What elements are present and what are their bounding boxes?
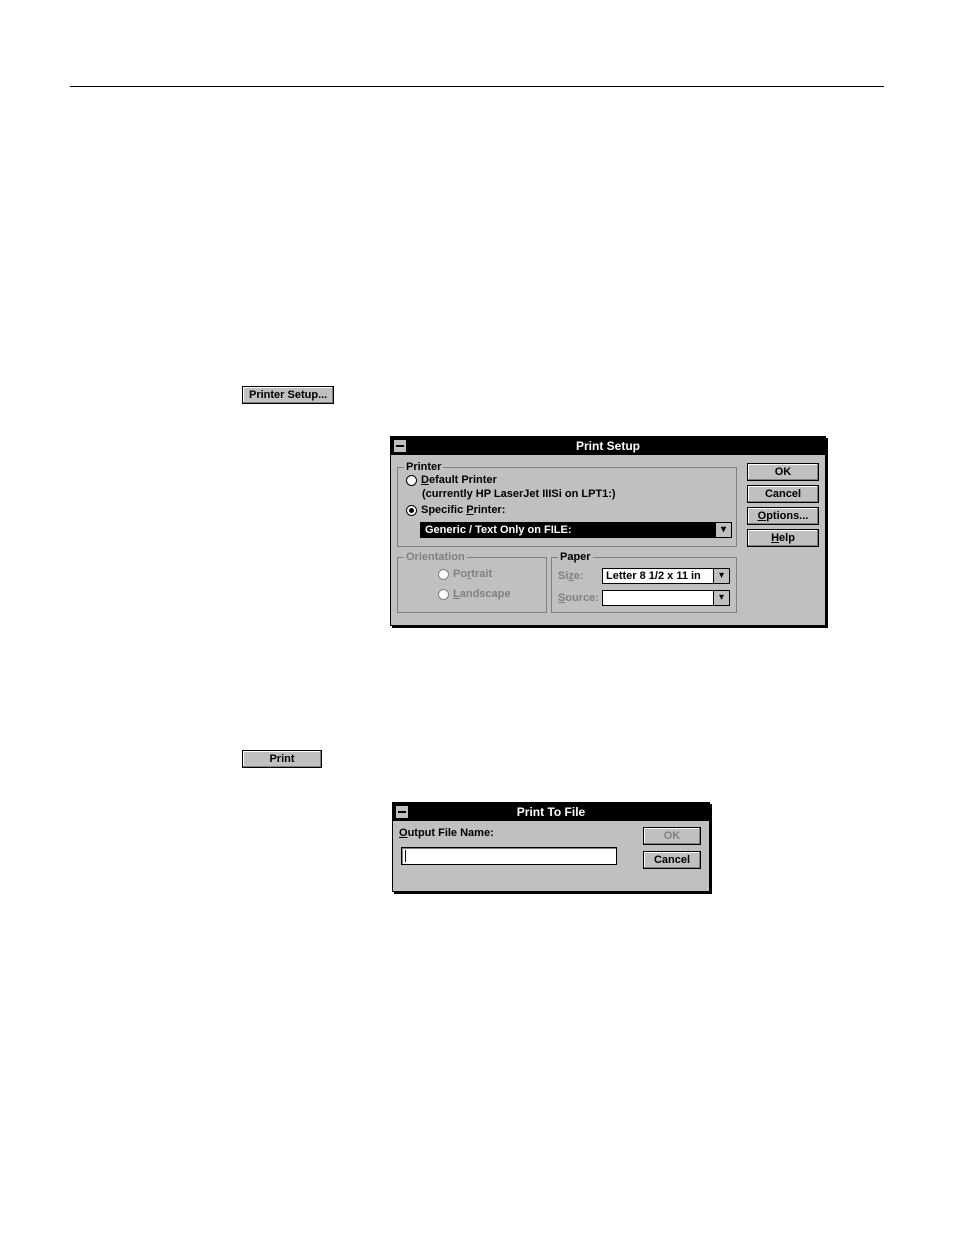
portrait-label: Portrait	[453, 568, 492, 580]
dropdown-arrow-icon[interactable]: ▾	[713, 569, 729, 583]
orientation-group-label: Orientation	[404, 551, 467, 563]
printer-setup-label: Printer Setup...	[249, 389, 327, 401]
options-button[interactable]: Options...	[747, 507, 819, 525]
output-file-name-input[interactable]	[401, 847, 617, 865]
paper-group: Paper Size: Letter 8 1/2 x 11 in ▾ Sourc…	[551, 557, 737, 613]
cancel-button[interactable]: Cancel	[747, 485, 819, 503]
orientation-group: Orientation Portrait Landscape	[397, 557, 547, 613]
portrait-radio	[438, 569, 449, 580]
help-button[interactable]: Help	[747, 529, 819, 547]
paper-size-value: Letter 8 1/2 x 11 in	[603, 569, 713, 583]
ok-button[interactable]: OK	[747, 463, 819, 481]
system-menu-icon[interactable]	[393, 439, 407, 453]
landscape-radio-row: Landscape	[438, 588, 510, 600]
ptf-ok-button[interactable]: OK	[643, 827, 701, 845]
paper-size-label: Size:	[558, 570, 584, 582]
print-to-file-title: Print To File	[517, 805, 585, 819]
printer-group: Printer Default Printer (currently HP La…	[397, 467, 737, 547]
specific-printer-radio-row[interactable]: Specific Printer:	[406, 504, 505, 516]
dropdown-arrow-icon[interactable]: ▾	[715, 523, 731, 537]
specific-printer-radio[interactable]	[406, 505, 417, 516]
print-to-file-buttons: OK Cancel	[643, 827, 701, 869]
text-caret	[405, 850, 406, 862]
default-printer-label: Default Printer	[421, 474, 497, 486]
horizontal-rule	[70, 86, 884, 87]
current-printer-text: (currently HP LaserJet IIISi on LPT1:)	[422, 488, 616, 500]
paper-size-combo[interactable]: Letter 8 1/2 x 11 in ▾	[602, 568, 730, 584]
default-printer-radio-row[interactable]: Default Printer	[406, 474, 497, 486]
landscape-radio	[438, 589, 449, 600]
print-setup-dialog: Print Setup OK Cancel Options... Help Pr…	[390, 436, 826, 626]
specific-printer-label: Specific Printer:	[421, 504, 505, 516]
print-to-file-dialog: Print To File Output File Name: OK Cance…	[392, 802, 710, 892]
dropdown-arrow-icon[interactable]: ▾	[713, 591, 729, 605]
paper-source-value	[603, 591, 713, 605]
printer-group-label: Printer	[404, 461, 443, 473]
print-button-label: Print	[269, 753, 294, 765]
paper-group-label: Paper	[558, 551, 593, 563]
ptf-cancel-button[interactable]: Cancel	[643, 851, 701, 869]
specific-printer-combo[interactable]: Generic / Text Only on FILE: ▾	[420, 522, 732, 538]
paper-source-label: Source:	[558, 592, 599, 604]
print-setup-titlebar[interactable]: Print Setup	[391, 437, 825, 455]
print-to-file-titlebar[interactable]: Print To File	[393, 803, 709, 821]
system-menu-icon[interactable]	[395, 805, 409, 819]
printer-setup-button[interactable]: Printer Setup...	[242, 386, 334, 404]
default-printer-radio[interactable]	[406, 475, 417, 486]
print-setup-title: Print Setup	[576, 439, 640, 453]
portrait-radio-row: Portrait	[438, 568, 492, 580]
print-button[interactable]: Print	[242, 750, 322, 768]
landscape-label: Landscape	[453, 588, 510, 600]
paper-source-combo[interactable]: ▾	[602, 590, 730, 606]
print-setup-button-column: OK Cancel Options... Help	[747, 463, 819, 547]
specific-printer-value: Generic / Text Only on FILE:	[421, 524, 715, 536]
